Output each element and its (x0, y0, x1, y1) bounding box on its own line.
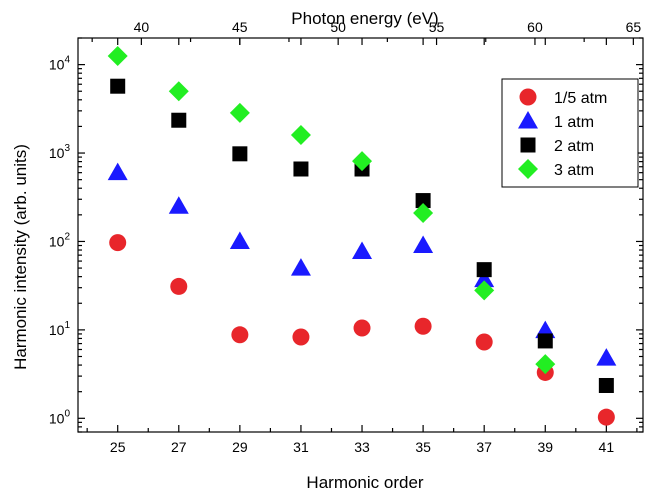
data-point-square (476, 262, 492, 278)
x2-tick-label: 50 (330, 19, 346, 35)
data-point-diamond (229, 102, 250, 123)
x2-tick-label: 40 (134, 19, 150, 35)
x-tick-label: 31 (293, 439, 309, 455)
data-point-square (293, 161, 309, 177)
data-point-circle (231, 326, 249, 344)
y-tick-label: 100 (49, 408, 71, 426)
legend-label: 3 atm (554, 162, 594, 179)
data-point-circle (597, 408, 615, 426)
plot-frame (77, 37, 644, 433)
data-point-circle (109, 234, 127, 252)
data-point-square (598, 377, 614, 393)
legend-label: 2 atm (554, 138, 594, 155)
y-axis-title: Harmonic intensity (arb. units) (11, 144, 30, 370)
data-point-triangle (352, 241, 373, 259)
x-tick-label: 25 (110, 439, 126, 455)
data-point-circle (170, 277, 188, 295)
x-tick-label: 41 (599, 439, 615, 455)
data-point-triangle (229, 231, 250, 249)
x-tick-label: 29 (232, 439, 248, 455)
data-point-diamond (474, 280, 495, 301)
y-tick-label: 101 (49, 320, 71, 338)
data-point-diamond (107, 46, 128, 67)
data-point-circle (475, 333, 493, 351)
x-tick-label: 37 (476, 439, 492, 455)
data-point-circle (414, 317, 432, 335)
data-point-square (171, 112, 187, 128)
data-point-diamond (168, 81, 189, 102)
data-point-triangle (168, 196, 189, 214)
data-point-triangle (290, 258, 311, 276)
data-point-circle (292, 328, 310, 346)
top-axis-title: Photon energy (eV) (291, 9, 438, 28)
y-tick-label: 102 (49, 231, 71, 249)
data-point-triangle (596, 348, 617, 366)
data-point-circle (353, 319, 371, 337)
legend-label: 1 atm (554, 114, 594, 131)
data-point-diamond (352, 151, 373, 172)
x2-tick-label: 55 (429, 19, 445, 35)
data-point-square (537, 333, 553, 349)
y-tick-label: 104 (49, 55, 71, 73)
x2-tick-label: 65 (626, 19, 642, 35)
x-tick-label: 27 (171, 439, 187, 455)
legend-marker-circle (519, 88, 537, 106)
legend-marker-diamond (518, 159, 538, 179)
x-tick-label: 35 (415, 439, 431, 455)
x-tick-label: 39 (537, 439, 553, 455)
data-point-diamond (535, 354, 556, 375)
data-point-diamond (413, 202, 434, 223)
data-point-triangle (413, 235, 434, 254)
plot-layer: 25 27 29 31 33 35 37 39 41 40 45 50 55 60 65 100 101 102 1… (49, 19, 644, 455)
x-axis-title: Harmonic order (306, 473, 423, 492)
y-tick-label: 103 (49, 143, 71, 161)
data-point-diamond (290, 124, 311, 145)
data-point-triangle (107, 162, 128, 181)
legend-marker-triangle (518, 111, 538, 129)
x2-tick-label: 45 (232, 19, 248, 35)
legend-marker-square (520, 137, 536, 153)
x-tick-label: 33 (354, 439, 370, 455)
data-point-square (415, 193, 431, 209)
x2-tick-label: 60 (527, 19, 543, 35)
data-point-square (110, 78, 126, 94)
data-point-square (232, 146, 248, 162)
legend-label: 1/5 atm (554, 90, 607, 107)
data-point-triangle (474, 269, 495, 288)
